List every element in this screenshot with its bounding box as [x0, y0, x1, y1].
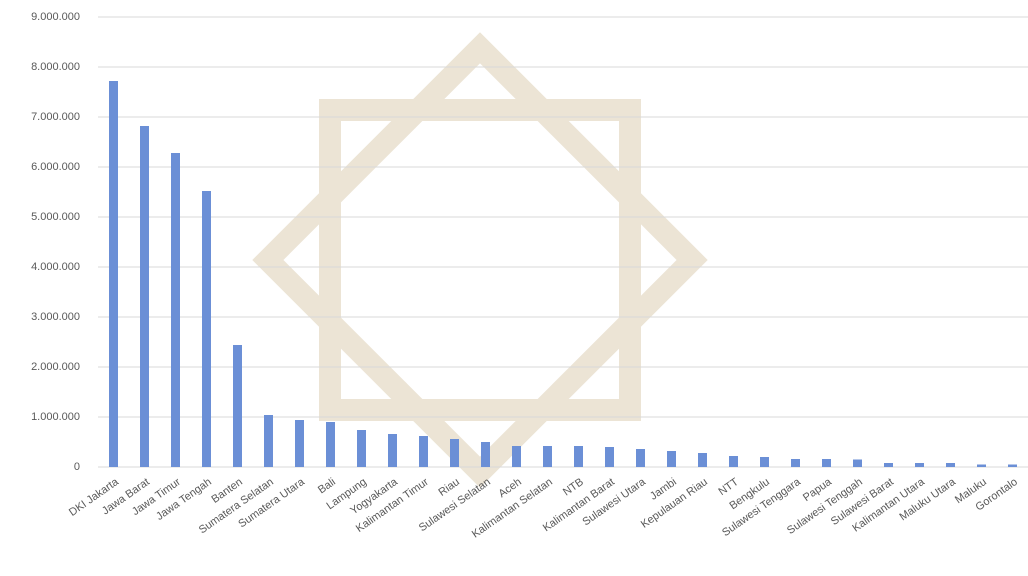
bar	[543, 446, 552, 467]
bar	[698, 453, 707, 467]
bar	[1008, 464, 1017, 467]
bar	[109, 81, 118, 467]
bar	[450, 439, 459, 467]
bar	[481, 442, 490, 467]
bar	[915, 463, 924, 467]
y-tick-label: 9.000.000	[31, 11, 80, 23]
bar	[388, 434, 397, 467]
y-tick-label: 2.000.000	[31, 361, 80, 373]
bar	[667, 451, 676, 467]
bar	[946, 463, 955, 467]
bar	[233, 345, 242, 467]
bar	[760, 457, 769, 467]
bar	[264, 415, 273, 467]
bar	[605, 447, 614, 467]
bar	[977, 464, 986, 467]
bar	[171, 153, 180, 467]
y-tick-label: 7.000.000	[31, 111, 80, 123]
bar	[729, 456, 738, 467]
bar	[574, 446, 583, 467]
bar	[636, 449, 645, 467]
bar	[419, 436, 428, 467]
bar	[140, 126, 149, 467]
y-tick-label: 3.000.000	[31, 311, 80, 323]
bar	[822, 459, 831, 467]
x-tick-label: Bali	[316, 476, 338, 496]
y-tick-label: 1.000.000	[31, 411, 80, 423]
y-tick-label: 4.000.000	[31, 261, 80, 273]
watermark-diamond	[252, 32, 708, 488]
bar	[791, 459, 800, 467]
bar	[512, 446, 521, 467]
y-tick-label: 5.000.000	[31, 211, 80, 223]
bar	[357, 430, 366, 467]
y-tick-label: 6.000.000	[31, 161, 80, 173]
watermark	[252, 32, 708, 488]
bar	[326, 422, 335, 467]
bar	[884, 463, 893, 467]
y-tick-label: 8.000.000	[31, 61, 80, 73]
bar	[853, 459, 862, 467]
watermark-square	[319, 99, 641, 421]
y-tick-label: 0	[74, 461, 80, 473]
bar	[295, 420, 304, 467]
bar	[202, 191, 211, 467]
